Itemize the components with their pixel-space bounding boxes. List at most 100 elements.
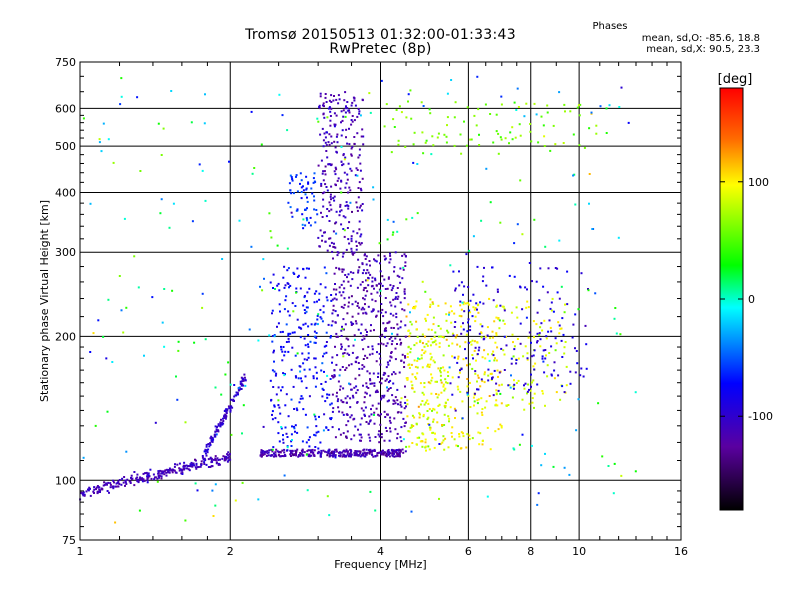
data-point (527, 306, 530, 309)
data-point (340, 347, 343, 350)
data-point (417, 405, 420, 408)
data-point (459, 369, 461, 372)
data-point (168, 467, 171, 470)
data-point (558, 324, 561, 327)
data-point (361, 128, 364, 131)
data-point (313, 357, 316, 360)
data-point (156, 477, 159, 480)
data-point (558, 91, 561, 94)
data-point (389, 421, 392, 424)
data-point (354, 338, 356, 341)
data-point (554, 337, 557, 340)
data-point (109, 486, 112, 489)
data-point (538, 333, 541, 336)
data-point (211, 437, 214, 440)
data-point (223, 415, 225, 418)
data-point (313, 195, 315, 198)
data-point (550, 301, 553, 304)
data-point (607, 465, 610, 467)
data-point (487, 374, 490, 377)
x-tick-label: 2 (227, 545, 234, 558)
data-point (587, 289, 590, 292)
data-point (348, 382, 350, 385)
data-point (495, 382, 498, 385)
data-point (412, 306, 415, 308)
data-point (98, 138, 101, 141)
data-point (367, 271, 370, 274)
data-point (211, 489, 214, 492)
data-point (301, 213, 304, 216)
data-point (532, 354, 535, 357)
data-point (389, 252, 391, 255)
data-point (320, 182, 323, 185)
data-point (466, 364, 468, 367)
data-point (456, 385, 459, 388)
data-point (227, 451, 230, 454)
data-point (316, 323, 319, 326)
data-point (397, 455, 400, 458)
data-point (339, 454, 342, 457)
data-point (214, 504, 217, 507)
data-point (342, 432, 345, 435)
data-point (488, 297, 491, 300)
data-point (472, 293, 475, 296)
data-point (445, 381, 447, 384)
data-point (364, 453, 367, 456)
data-point (526, 300, 529, 303)
data-point (512, 355, 515, 358)
x-tick-label: 8 (527, 545, 534, 558)
data-point (290, 440, 293, 443)
data-point (219, 423, 222, 425)
data-point (295, 450, 297, 453)
data-point (448, 313, 450, 316)
data-point (388, 439, 391, 442)
data-point (480, 378, 483, 381)
data-point (425, 449, 427, 452)
data-point (578, 114, 581, 117)
data-point (342, 318, 345, 321)
data-point (345, 436, 348, 439)
data-point (533, 102, 536, 105)
data-point (530, 355, 533, 358)
data-point (415, 377, 418, 380)
data-point (413, 307, 416, 310)
data-point (326, 131, 328, 134)
data-point (347, 207, 350, 210)
data-point (511, 126, 514, 129)
data-point (346, 312, 349, 315)
data-point (112, 161, 115, 164)
data-point (493, 320, 496, 323)
data-point (546, 375, 549, 378)
data-point (349, 167, 352, 170)
data-point (569, 382, 572, 385)
data-point (340, 209, 343, 212)
data-point (357, 196, 360, 199)
data-point (138, 477, 141, 480)
data-point (356, 286, 359, 289)
data-point (300, 179, 303, 182)
data-point (395, 312, 398, 315)
data-point (350, 295, 353, 298)
data-point (334, 345, 336, 348)
data-point (240, 376, 243, 379)
data-point (439, 374, 442, 377)
data-point (194, 466, 197, 469)
data-point (278, 303, 281, 306)
data-point (422, 433, 425, 436)
data-point (312, 452, 315, 455)
data-point (314, 221, 317, 224)
data-point (349, 455, 351, 458)
data-point (323, 231, 325, 234)
data-point (424, 438, 427, 441)
data-point (180, 469, 183, 472)
data-point (324, 93, 327, 95)
data-point (358, 110, 361, 113)
data-point (322, 305, 325, 308)
data-point (560, 285, 563, 288)
data-point (426, 344, 429, 347)
data-point (492, 354, 495, 357)
data-point (563, 466, 566, 469)
data-point (356, 389, 359, 392)
data-point (171, 471, 174, 474)
data-point (281, 449, 284, 452)
